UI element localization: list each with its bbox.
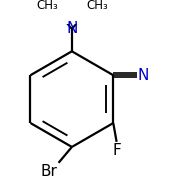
Text: N: N	[66, 21, 78, 36]
Text: Br: Br	[41, 164, 58, 179]
Text: F: F	[112, 143, 121, 158]
Text: CH₃: CH₃	[36, 0, 58, 12]
Text: N: N	[138, 68, 149, 83]
Text: CH₃: CH₃	[86, 0, 108, 12]
